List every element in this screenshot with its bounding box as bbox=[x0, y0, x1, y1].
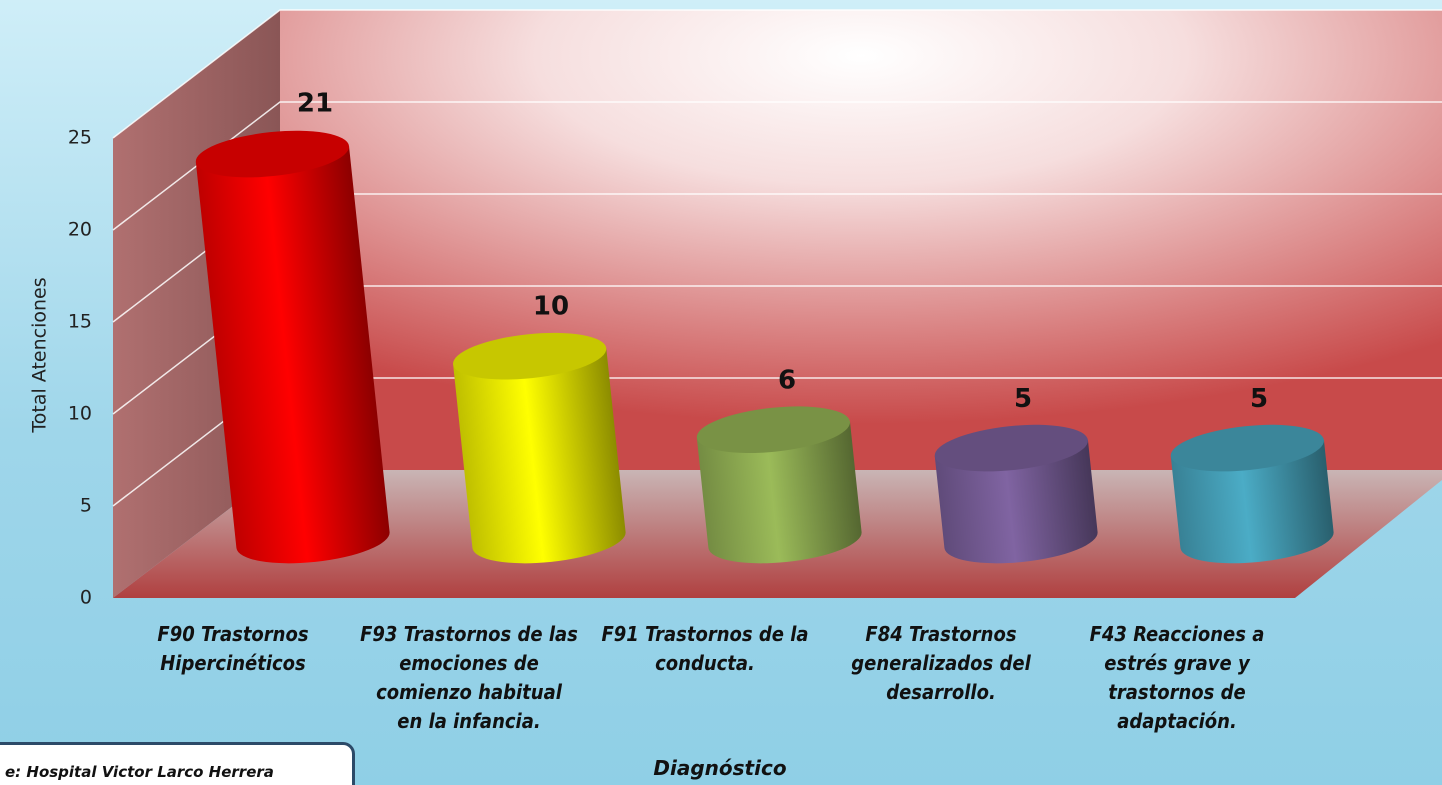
value-label: 5 bbox=[1250, 384, 1268, 414]
bar-top bbox=[934, 424, 1088, 472]
x-axis-label: Diagnóstico bbox=[653, 756, 787, 780]
source-note: e: Hospital Victor Larco Herrera bbox=[0, 742, 355, 785]
bar-top bbox=[195, 130, 350, 178]
y-tick-label: 20 bbox=[68, 219, 92, 241]
bar-top bbox=[1170, 424, 1324, 472]
y-tick-label: 0 bbox=[80, 587, 92, 609]
y-axis-label: Total Atenciones bbox=[29, 277, 51, 433]
bar-top bbox=[696, 406, 851, 454]
y-tick-label: 25 bbox=[68, 127, 92, 149]
y-tick-label: 15 bbox=[68, 311, 92, 333]
grid-line bbox=[112, 9, 1442, 139]
x-tick-label: F91 Trastornos de la conducta. bbox=[601, 622, 809, 675]
bar bbox=[453, 348, 626, 564]
value-label: 21 bbox=[297, 88, 333, 118]
x-tick-label: F43 Reacciones a estrés grave y trastorn… bbox=[1089, 622, 1265, 733]
y-tick-label: 5 bbox=[80, 495, 92, 517]
y-tick-label: 10 bbox=[68, 403, 92, 425]
value-label: 5 bbox=[1014, 384, 1032, 414]
x-tick-label: F90 Trastornos Hipercinéticos bbox=[157, 622, 309, 675]
x-tick-label: F93 Trastornos de las emociones de comie… bbox=[360, 622, 578, 733]
grid-line bbox=[112, 101, 1442, 231]
value-label: 10 bbox=[533, 292, 569, 322]
bar bbox=[195, 145, 390, 564]
x-tick-label: F84 Trastornos generalizados del desarro… bbox=[851, 622, 1031, 704]
bar-top bbox=[453, 332, 607, 380]
value-label: 6 bbox=[778, 366, 796, 396]
bar bbox=[696, 421, 862, 564]
